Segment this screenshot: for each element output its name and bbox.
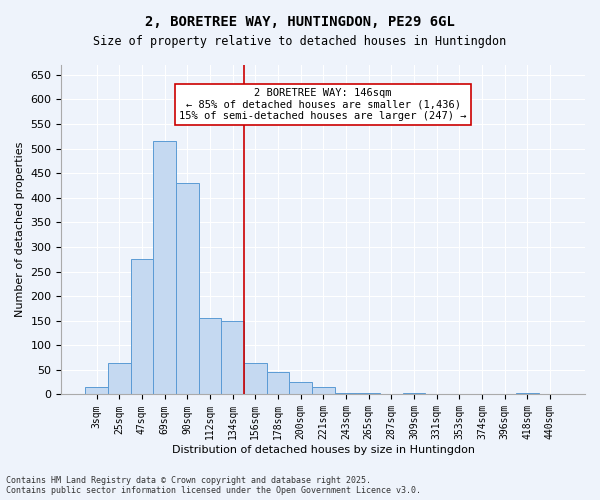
Bar	[357, 393, 380, 394]
Text: Size of property relative to detached houses in Huntingdon: Size of property relative to detached ho…	[94, 35, 506, 48]
Text: Contains HM Land Registry data © Crown copyright and database right 2025.
Contai: Contains HM Land Registry data © Crown c…	[6, 476, 421, 495]
Bar	[335, 393, 357, 394]
Text: 2, BORETREE WAY, HUNTINGDON, PE29 6GL: 2, BORETREE WAY, HUNTINGDON, PE29 6GL	[145, 15, 455, 29]
Bar	[244, 362, 266, 394]
Bar	[221, 320, 244, 394]
Bar	[266, 372, 289, 394]
Bar	[516, 393, 539, 394]
Bar	[108, 362, 131, 394]
Bar	[176, 183, 199, 394]
Y-axis label: Number of detached properties: Number of detached properties	[15, 142, 25, 318]
Text: 2 BORETREE WAY: 146sqm
← 85% of detached houses are smaller (1,436)
15% of semi-: 2 BORETREE WAY: 146sqm ← 85% of detached…	[179, 88, 467, 122]
Bar	[199, 318, 221, 394]
Bar	[289, 382, 312, 394]
Bar	[403, 393, 425, 394]
X-axis label: Distribution of detached houses by size in Huntingdon: Distribution of detached houses by size …	[172, 445, 475, 455]
Bar	[312, 387, 335, 394]
Bar	[85, 387, 108, 394]
Bar	[131, 259, 153, 394]
Bar	[153, 141, 176, 395]
